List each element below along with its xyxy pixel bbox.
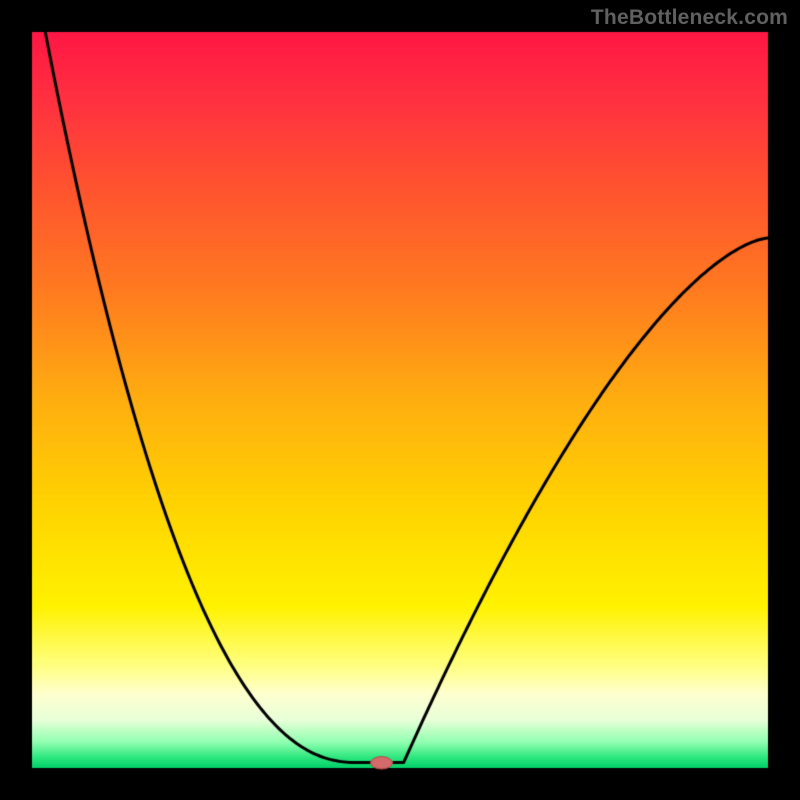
bottleneck-chart [0,0,800,800]
watermark-text: TheBottleneck.com [591,6,788,30]
